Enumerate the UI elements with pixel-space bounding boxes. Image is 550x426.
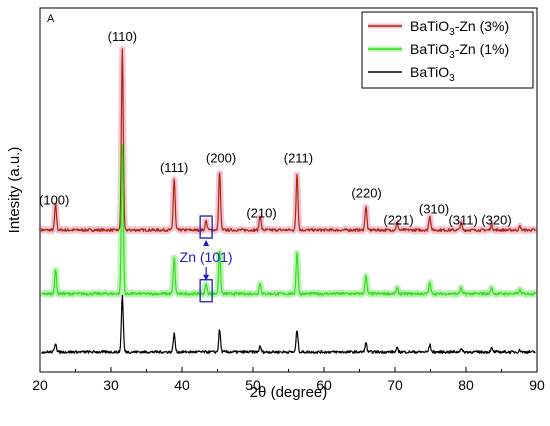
x-tick-label: 20 bbox=[32, 377, 48, 393]
peak-label: (210) bbox=[246, 205, 276, 220]
peak-label: (100) bbox=[39, 193, 69, 208]
x-tick-label: 90 bbox=[529, 377, 545, 393]
peak-label: (220) bbox=[351, 185, 381, 200]
y-axis-title: Intesity (a.u.) bbox=[6, 147, 23, 234]
legend: BaTiO3-Zn (3%) BaTiO3-Zn (1%) BaTiO3 bbox=[361, 11, 534, 89]
x-tick-label: 30 bbox=[103, 377, 119, 393]
zn-arrowhead-up bbox=[203, 240, 210, 247]
peak-label: (111) bbox=[160, 160, 188, 175]
x-tick-label: 40 bbox=[174, 377, 190, 393]
legend-entry: BaTiO3 bbox=[410, 64, 455, 84]
zn-label: Zn (101) bbox=[180, 249, 233, 265]
x-tick-label: 70 bbox=[387, 377, 403, 393]
axes: 20 30 40 50 60 70 80 90 2θ (degree) Intesity (a.u… bbox=[6, 7, 545, 401]
zn-annotation: Zn (101) bbox=[180, 215, 233, 303]
peak-label: (221) bbox=[383, 213, 413, 228]
peak-label: (200) bbox=[206, 151, 236, 166]
panel-label: A bbox=[47, 13, 55, 25]
peak-label: (211) bbox=[284, 151, 313, 166]
peak-label: (110) bbox=[108, 29, 137, 44]
x-tick-label: 60 bbox=[316, 377, 332, 393]
peak-label: (310) bbox=[419, 202, 449, 217]
series-line-layer bbox=[40, 48, 536, 354]
peak-label: (320) bbox=[481, 213, 511, 228]
x-axis-title: 2θ (degree) bbox=[250, 384, 328, 401]
zn-box-top bbox=[199, 215, 213, 239]
zn-arrowhead-down bbox=[203, 274, 210, 281]
series-line-0 bbox=[40, 48, 536, 232]
legend-entry: BaTiO3-Zn (1%) bbox=[410, 41, 509, 61]
x-tick-label: 50 bbox=[245, 377, 261, 393]
series-line-2 bbox=[41, 294, 536, 354]
x-tick-label: 80 bbox=[458, 377, 474, 393]
series-line-1 bbox=[41, 144, 536, 296]
peak-labels: (100) (110) (111) (200) (210) (211) (220)(221)… bbox=[39, 29, 512, 228]
peak-label: (311) bbox=[448, 213, 477, 228]
legend-entry: BaTiO3-Zn (3%) bbox=[410, 18, 509, 38]
